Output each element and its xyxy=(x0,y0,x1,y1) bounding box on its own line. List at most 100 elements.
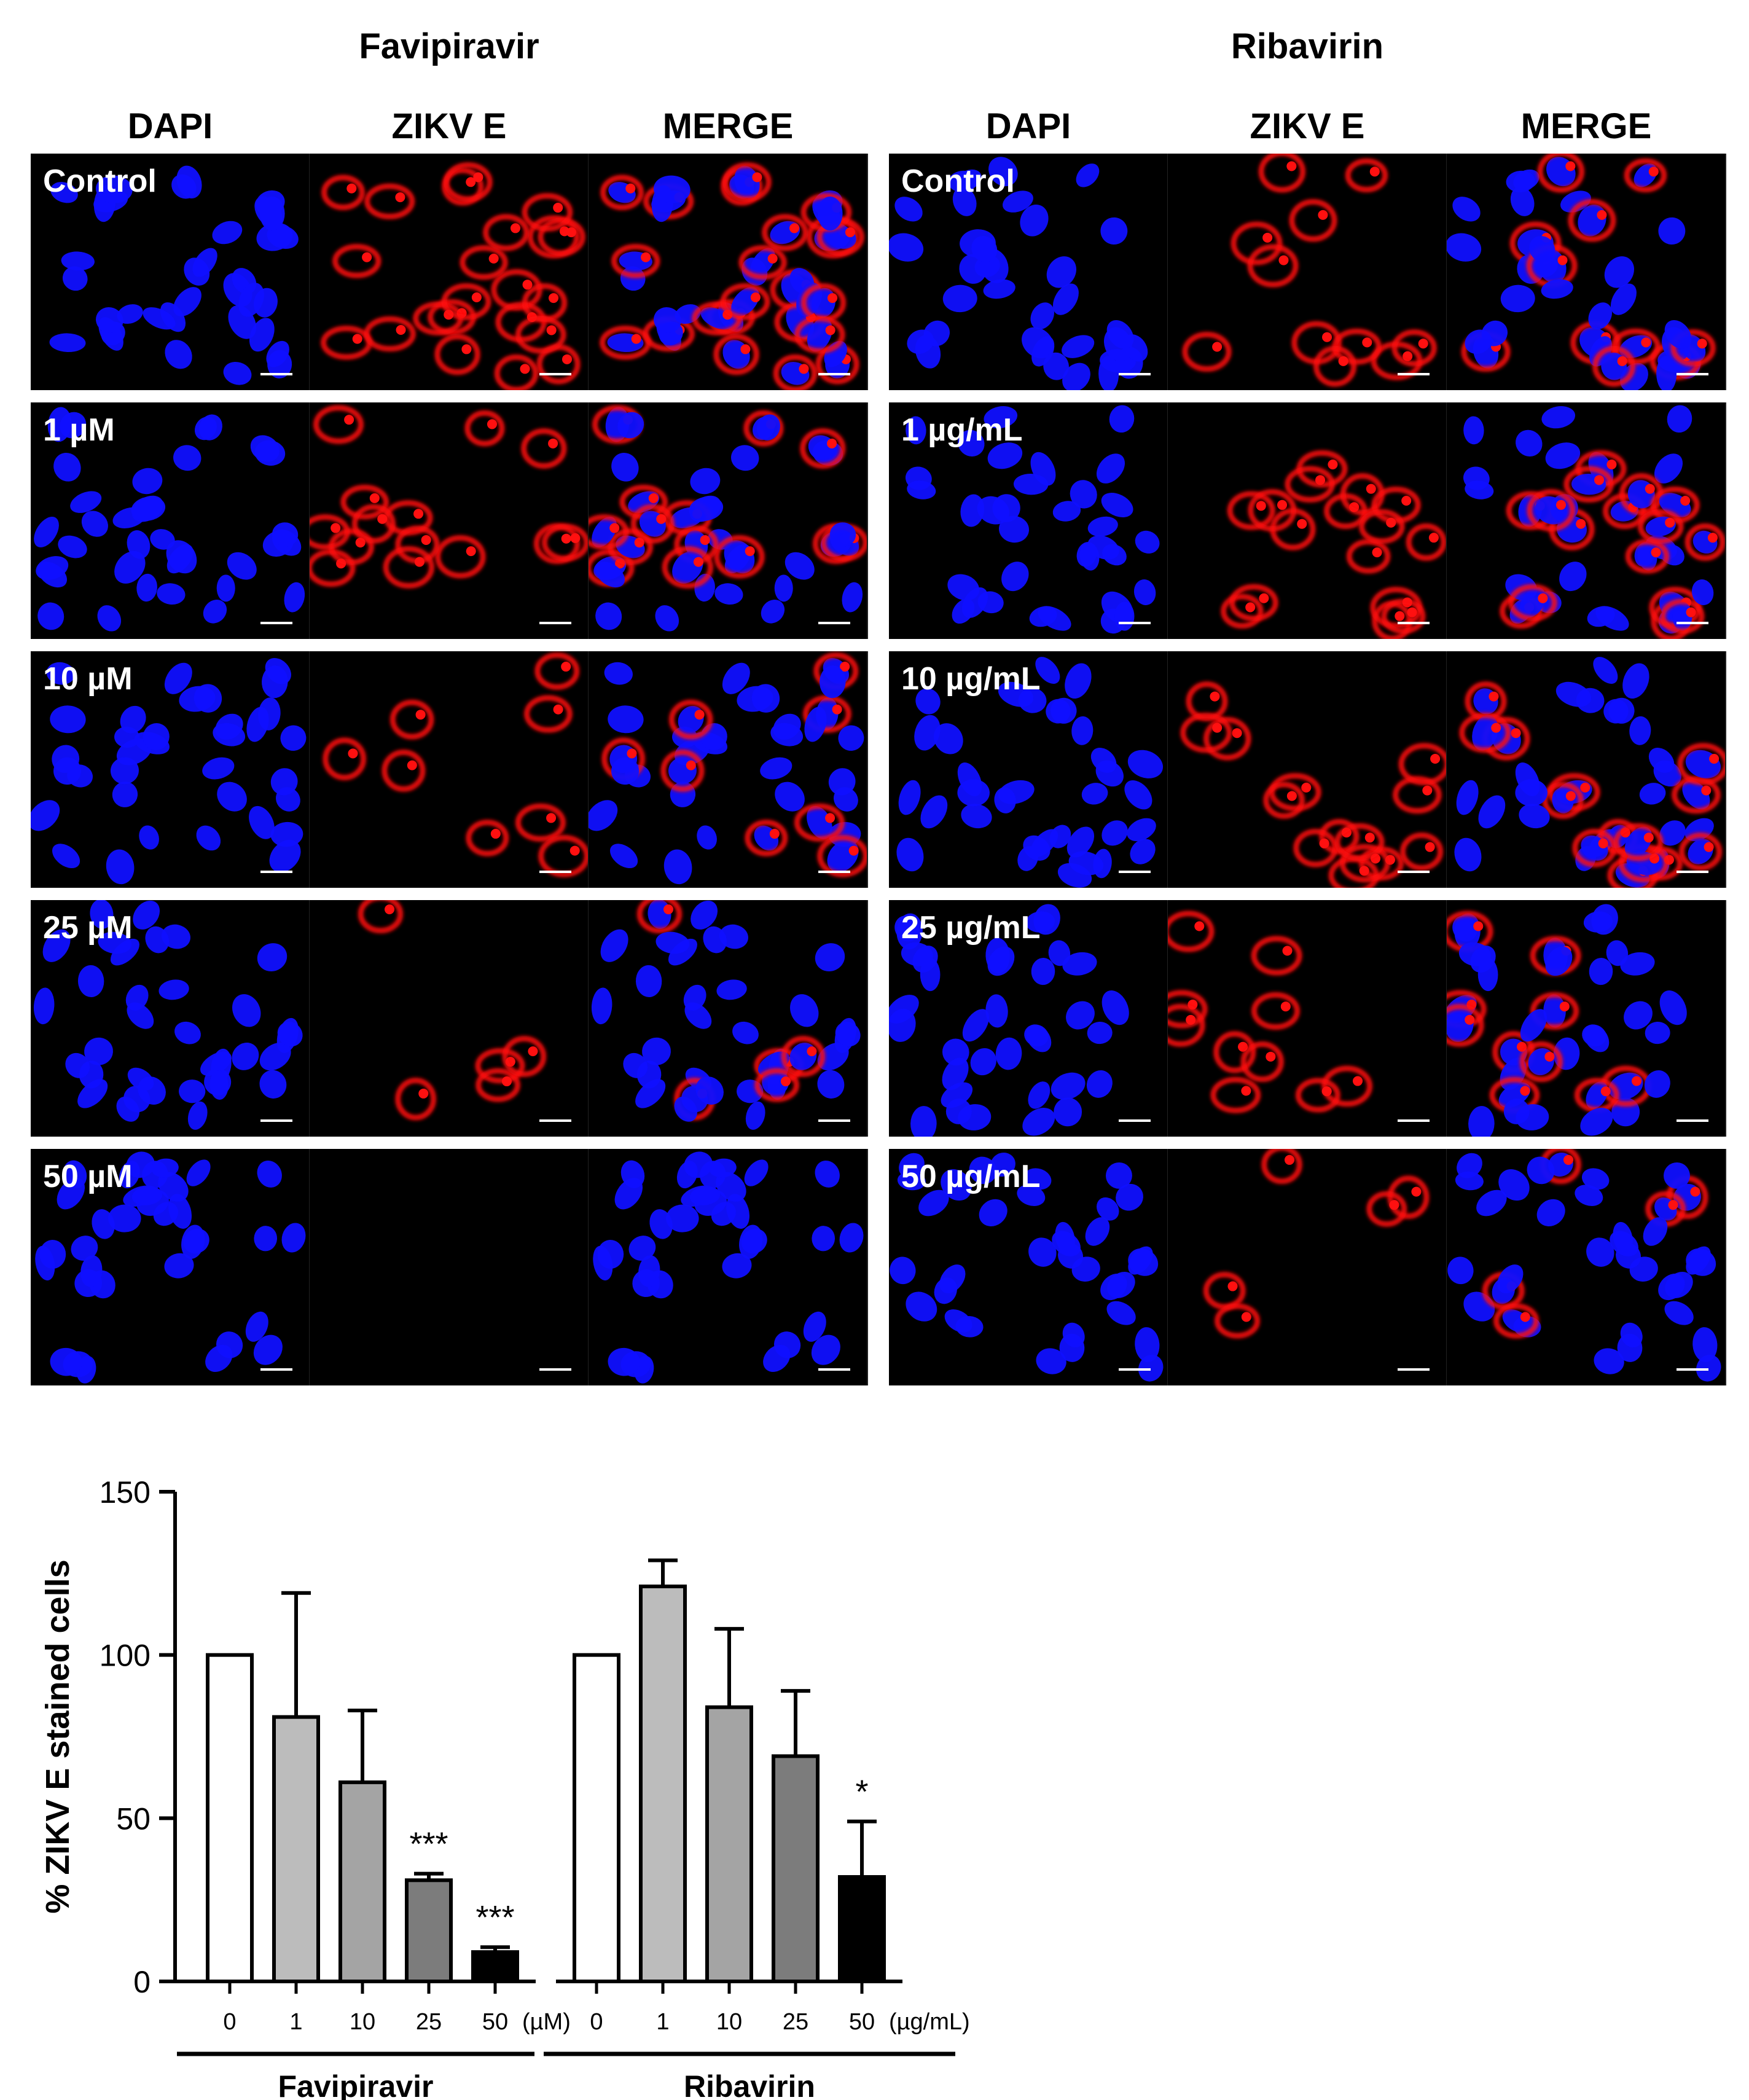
zikv-panel xyxy=(1168,651,1447,888)
nucleus xyxy=(995,1037,1022,1070)
nucleus xyxy=(1478,795,1506,829)
zikv-speck xyxy=(828,293,838,304)
zikv-signal xyxy=(1391,329,1437,367)
cells xyxy=(905,405,1160,634)
nucleus xyxy=(259,1070,287,1099)
nucleus xyxy=(689,1186,721,1205)
nucleus xyxy=(906,1291,937,1322)
zikv-signal xyxy=(491,269,542,311)
nucleus xyxy=(1465,480,1494,500)
zikv-speck xyxy=(1597,210,1607,220)
nucleus xyxy=(266,340,289,367)
nucleus xyxy=(1102,544,1127,566)
zikv-panel xyxy=(1168,402,1447,639)
nucleus xyxy=(203,599,227,624)
nucleus xyxy=(1594,1348,1624,1374)
nucleus xyxy=(595,562,625,588)
x-tick-label: 25 xyxy=(783,2009,808,2035)
nucleus xyxy=(95,307,123,333)
nucleus xyxy=(655,605,679,632)
nucleus xyxy=(1017,1185,1046,1206)
zikv-speck xyxy=(1338,356,1348,366)
nucleus xyxy=(80,1255,103,1287)
row-label: Control xyxy=(901,163,1015,199)
nucleus xyxy=(131,1186,163,1205)
zikv-signal xyxy=(817,834,867,877)
nucleus xyxy=(890,1256,916,1285)
nucleus xyxy=(50,705,86,734)
zikv-signal xyxy=(364,183,415,219)
dapi-panel xyxy=(31,1149,310,1385)
scale-bar xyxy=(260,1119,292,1122)
nucleus xyxy=(1606,940,1629,966)
panel-divider xyxy=(1725,154,1726,390)
nucleus xyxy=(1498,1169,1530,1201)
zikv-signal xyxy=(1381,598,1426,634)
nucleus xyxy=(1127,750,1164,778)
zikv-speck xyxy=(352,334,362,344)
zikv-signal xyxy=(1684,523,1726,561)
zikv-signal xyxy=(1493,1303,1540,1339)
nucleus xyxy=(1620,362,1648,390)
nucleus xyxy=(58,535,87,558)
nucleus xyxy=(1109,405,1135,433)
scale-bar xyxy=(539,871,571,873)
zikv-signal xyxy=(1339,844,1391,883)
x-tick-label: 1 xyxy=(289,2009,302,2035)
dapi-panel xyxy=(889,154,1168,390)
y-tick-label: 100 xyxy=(100,1639,151,1673)
nucleus xyxy=(116,1096,140,1122)
nucleus xyxy=(979,1199,1008,1226)
cells xyxy=(35,1151,306,1384)
nucleus xyxy=(1106,320,1134,349)
nucleus xyxy=(1541,279,1573,299)
nucleus xyxy=(684,1151,713,1178)
nucleus xyxy=(60,412,87,439)
nucleus xyxy=(1043,352,1070,380)
zikv-signal xyxy=(1168,1003,1205,1047)
nucleus xyxy=(767,1070,786,1100)
nucleus xyxy=(1087,516,1118,537)
cells xyxy=(1168,911,1373,1113)
zikv-speck xyxy=(656,514,667,524)
nucleus xyxy=(896,913,923,950)
nucleus xyxy=(994,787,1016,813)
nucleus xyxy=(131,496,166,521)
zikv-speck xyxy=(1520,1312,1530,1322)
zikv-speck xyxy=(1277,500,1288,510)
zikv-speck xyxy=(845,227,855,238)
zikv-signal xyxy=(1670,329,1716,367)
zikv-signal xyxy=(1358,509,1405,544)
zikv-signal xyxy=(527,215,580,259)
nucleus xyxy=(1031,957,1055,985)
nucleus xyxy=(1536,1199,1565,1226)
zikv-speck xyxy=(1686,607,1696,617)
nucleus xyxy=(254,1226,278,1252)
nucleus xyxy=(1545,946,1573,976)
zikv-speck xyxy=(1259,593,1269,603)
zikv-signal xyxy=(1568,199,1616,242)
nucleus xyxy=(1506,170,1535,192)
nucleus xyxy=(1644,1070,1670,1098)
nucleus xyxy=(628,1236,656,1261)
zikv-speck xyxy=(396,325,406,335)
zikv-signal xyxy=(340,484,389,520)
cells xyxy=(889,157,1148,390)
zikv-speck xyxy=(522,280,533,290)
zikv-signal xyxy=(1398,743,1447,786)
nucleus xyxy=(889,1008,916,1042)
zikv-speck xyxy=(413,509,424,519)
cells xyxy=(593,1151,864,1384)
scale-bar xyxy=(818,373,850,375)
nucleus xyxy=(90,900,114,929)
nucleus xyxy=(918,1189,949,1217)
bar xyxy=(272,1715,320,1984)
zikv-speck xyxy=(1407,607,1417,617)
nucleus xyxy=(50,1347,82,1376)
nucleus xyxy=(716,979,747,1000)
scale-bar xyxy=(1119,1368,1151,1371)
zikv-speck xyxy=(473,172,483,182)
nucleus xyxy=(196,825,221,851)
zikv-speck xyxy=(1563,1154,1573,1165)
nucleus xyxy=(1497,1264,1524,1293)
